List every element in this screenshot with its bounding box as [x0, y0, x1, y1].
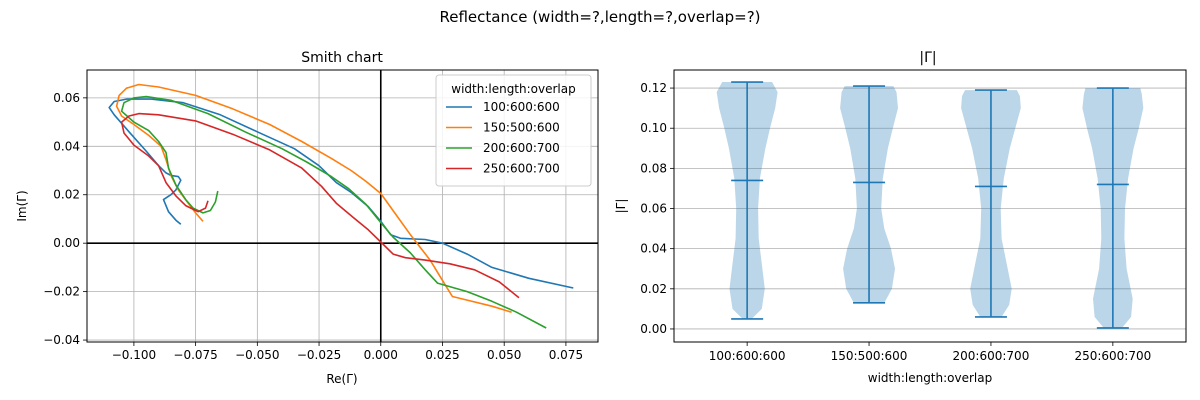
- series-line-250:600:700: [120, 112, 520, 299]
- y-tick-label: 0.04: [53, 139, 80, 153]
- y-tick-label: 0.00: [53, 236, 80, 250]
- x-tick-label: 200:600:700: [953, 349, 1030, 363]
- y-tick-label: 0.02: [53, 188, 80, 202]
- smith-chart-y-label: Im(Γ): [15, 190, 29, 221]
- y-tick-label: 0.10: [640, 121, 667, 135]
- y-tick-label: −0.04: [43, 333, 80, 347]
- legend-label: 100:600:600: [483, 100, 560, 114]
- x-tick-label: −0.050: [235, 348, 279, 362]
- legend-label: 200:600:700: [483, 141, 560, 155]
- y-tick-label: 0.00: [640, 322, 667, 336]
- legend-box: [435, 74, 592, 187]
- magnitude-violin-panel: |Γ| 100:600:600 150:500:600 200:600:700 250…: [614, 50, 1187, 385]
- y-tick-label: 0.06: [640, 202, 667, 216]
- smith-chart-legend: width:length:overlap 100:600:600 150:500:…: [435, 74, 592, 187]
- violin-chart-y-label: |Γ|: [614, 199, 628, 214]
- x-tick-label: 100:600:600: [709, 349, 786, 363]
- figure-suptitle: Reflectance (width=?,length=?,overlap=?): [439, 8, 760, 26]
- legend-label: 150:500:600: [483, 121, 560, 135]
- smith-chart-y-ticks: −0.04 −0.02 0.00 0.02 0.04 0.06: [43, 91, 87, 347]
- legend-title: width:length:overlap: [451, 82, 575, 96]
- x-tick-label: 0.075: [549, 348, 583, 362]
- smith-chart-frame: [86, 69, 599, 343]
- x-tick-label: −0.075: [173, 348, 217, 362]
- violin-chart-x-label: width:length:overlap: [868, 371, 992, 385]
- smith-chart-panel: Smith chart −0.100 −0.075 −0.050 −0.025 0.00…: [15, 50, 599, 386]
- y-tick-label: 0.04: [640, 242, 667, 256]
- smith-chart-zero-axes: [87, 70, 598, 342]
- series-line-100:600:600: [108, 98, 574, 289]
- x-tick-label: 0.025: [425, 348, 459, 362]
- x-tick-label: 250:600:700: [1074, 349, 1151, 363]
- x-tick-label: 0.050: [487, 348, 521, 362]
- violin-chart-y-ticks: 0.00 0.02 0.04 0.06 0.08 0.10 0.12: [640, 81, 674, 336]
- legend-items: 100:600:600 150:500:600 200:600:700 250:600…: [446, 100, 560, 176]
- y-tick-label: −0.02: [43, 285, 80, 299]
- x-tick-label: 150:500:600: [831, 349, 908, 363]
- x-tick-label: −0.100: [112, 348, 156, 362]
- y-tick-label: 0.06: [53, 91, 80, 105]
- violin-chart-x-ticks: 100:600:600 150:500:600 200:600:700 250:600…: [709, 342, 1151, 363]
- smith-chart-x-label: Re(Γ): [326, 372, 357, 386]
- smith-chart-title: Smith chart: [301, 50, 383, 66]
- violin-chart-frame: [673, 69, 1187, 343]
- violin-chart-title: |Γ|: [919, 50, 936, 66]
- y-tick-label: 0.08: [640, 161, 667, 175]
- smith-chart-x-ticks: −0.100 −0.075 −0.050 −0.025 0.000 0.025 0.050 0…: [112, 342, 583, 362]
- y-tick-label: 0.02: [640, 282, 667, 296]
- series-line-200:600:700: [120, 95, 547, 329]
- y-tick-label: 0.12: [640, 81, 667, 95]
- smith-chart-series: [108, 83, 574, 329]
- violin-bodies: [716, 81, 1144, 329]
- x-tick-label: 0.000: [364, 348, 398, 362]
- x-tick-label: −0.025: [297, 348, 341, 362]
- legend-label: 250:600:700: [483, 162, 560, 176]
